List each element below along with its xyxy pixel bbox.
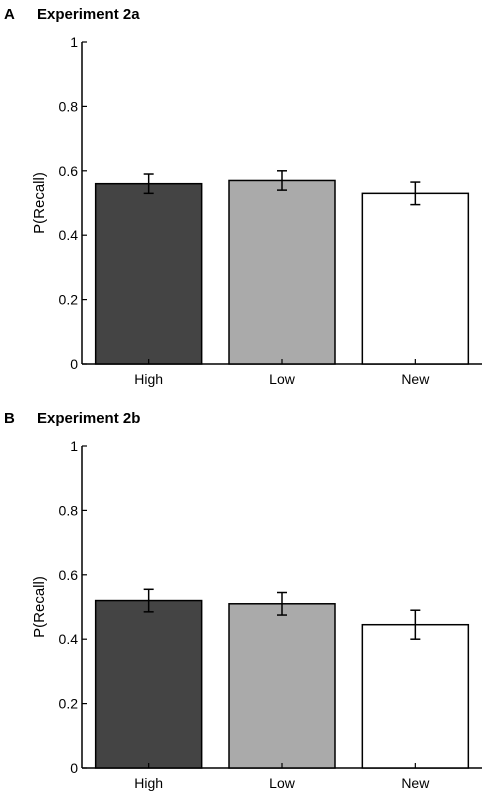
bar-high — [94, 599, 203, 769]
y-tick-label: 0.2 — [59, 696, 79, 712]
y-tick-label: 0.6 — [59, 567, 79, 583]
panel-letter: B — [4, 410, 15, 427]
x-tick-label: Low — [269, 775, 296, 791]
panel-a: A Experiment 2a 0 0.2 0.4 0.6 0.8 1 P(Recall) H… — [0, 0, 490, 396]
chart-title: Experiment 2b — [37, 410, 141, 427]
x-tick-label: High — [134, 371, 163, 387]
bar-high — [94, 182, 203, 365]
y-tick-label: 0.6 — [59, 163, 79, 179]
y-tick-label: 0 — [70, 760, 78, 776]
y-axis-label: P(Recall) — [31, 576, 48, 638]
bar-new — [361, 192, 470, 365]
y-tick-label: 0.8 — [59, 98, 79, 114]
chart-experiment-2b: 0 0.2 0.4 0.6 0.8 1 P(Recall) High Low New — [31, 438, 482, 791]
bar-low — [228, 603, 336, 769]
panel-b: B Experiment 2b 0 0.2 0.4 0.6 0.8 1 P(Recall) H… — [0, 404, 490, 800]
y-tick-label: 0.8 — [59, 502, 79, 518]
y-tick-label: 0.2 — [59, 292, 79, 308]
bar-new — [361, 623, 470, 769]
chart-title: Experiment 2a — [37, 6, 140, 23]
x-tick-label: New — [401, 371, 430, 387]
y-tick-label: 1 — [70, 438, 78, 454]
chart-experiment-2a: 0 0.2 0.4 0.6 0.8 1 P(Recall) High Low New — [31, 34, 482, 387]
y-tick-label: 0 — [70, 356, 78, 372]
y-tick-label: 0.4 — [59, 227, 79, 243]
x-tick-label: High — [134, 775, 163, 791]
x-tick-label: New — [401, 775, 430, 791]
bar-low — [228, 179, 336, 365]
y-tick-label: 0.4 — [59, 631, 79, 647]
y-tick-label: 1 — [70, 34, 78, 50]
panel-letter: A — [4, 6, 15, 23]
y-axis-label: P(Recall) — [31, 172, 48, 234]
x-tick-label: Low — [269, 371, 296, 387]
